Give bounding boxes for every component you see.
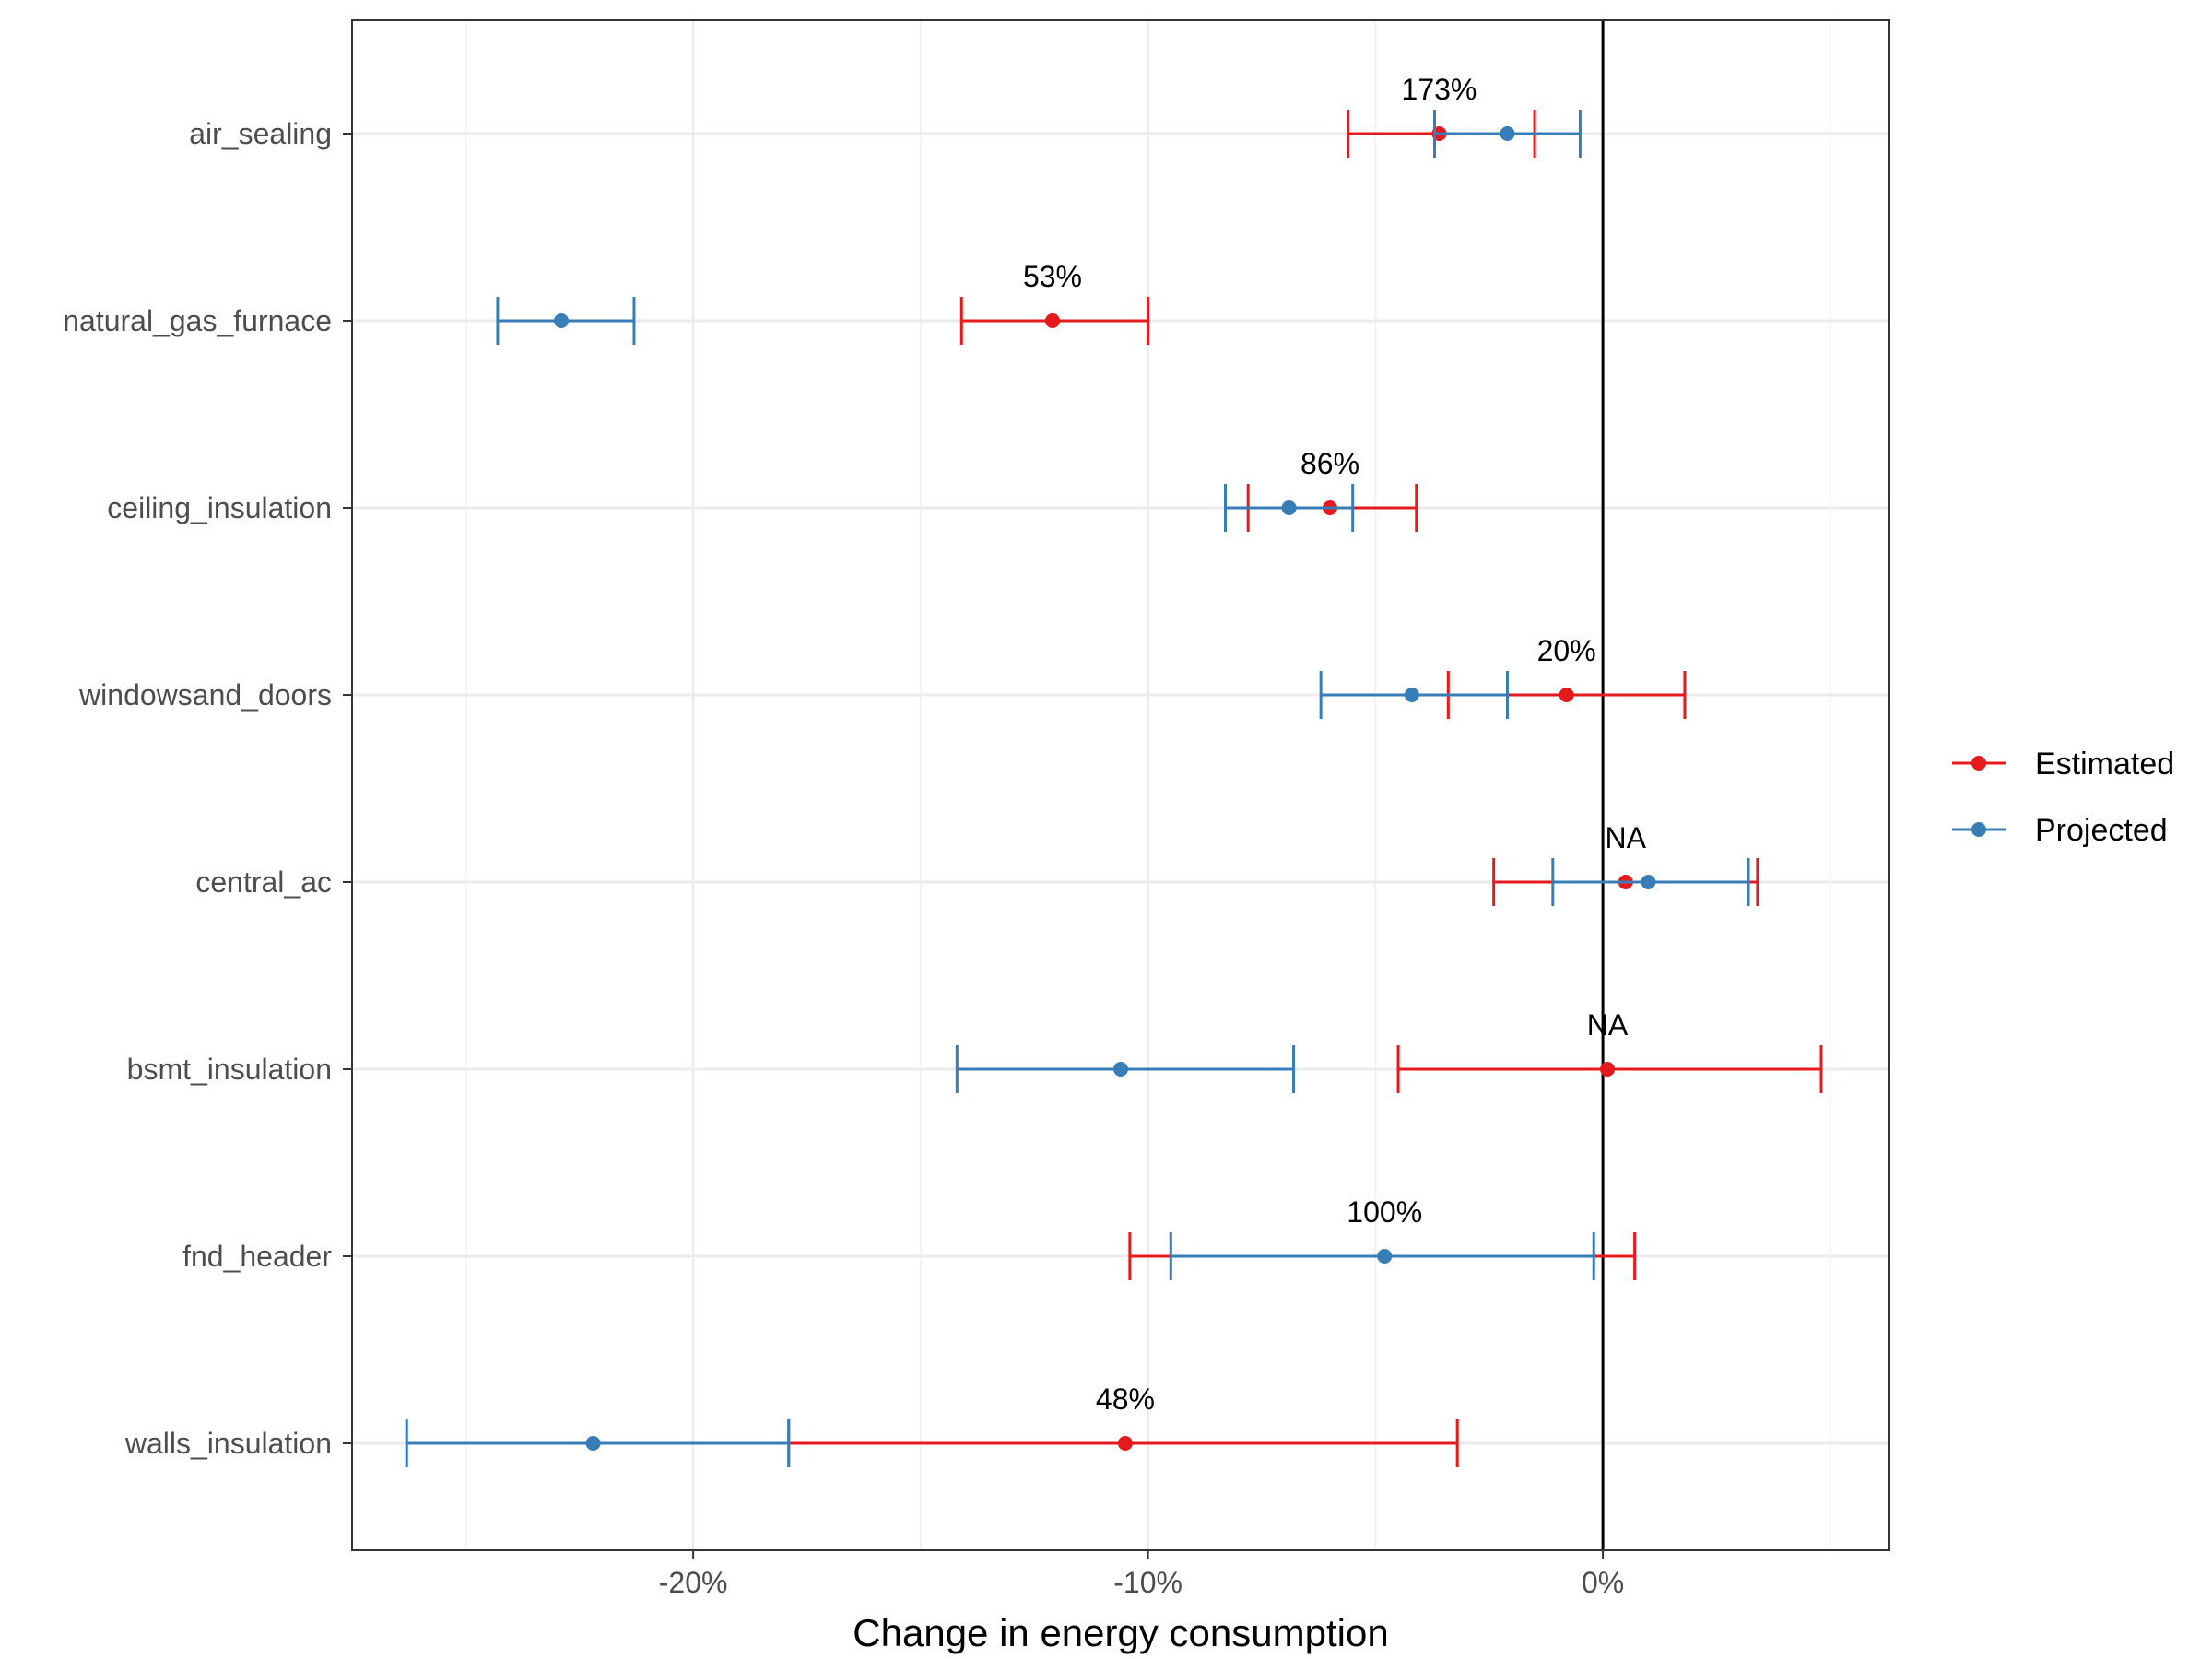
annotation-natural_gas_furnace: 53% [1023, 260, 1082, 293]
point-projected-ceiling_insulation [1281, 500, 1297, 515]
ytick-label-windowsand_doors: windowsand_doors [78, 678, 332, 712]
legend-item-estimated: Estimated [1952, 747, 2174, 782]
legend-key-point [1971, 822, 1986, 837]
xtick-label: -10% [1113, 1566, 1182, 1599]
point-estimated-windowsand_doors [1559, 688, 1574, 702]
annotation-windowsand_doors: 20% [1537, 634, 1596, 667]
point-projected-bsmt_insulation [1113, 1062, 1128, 1077]
x-axis-label: Change in energy consumption [853, 1611, 1388, 1654]
annotation-ceiling_insulation: 86% [1300, 447, 1359, 480]
point-projected-fnd_header [1377, 1249, 1393, 1264]
xtick-label: 0% [1582, 1566, 1624, 1599]
legend-label: Projected [2035, 813, 2168, 848]
point-estimated-natural_gas_furnace [1044, 313, 1060, 328]
ytick-label-fnd_header: fnd_header [182, 1240, 332, 1273]
plot-panel-border [351, 19, 1890, 1551]
x-axis-ticks: -20% -10% 0% [659, 1550, 1624, 1599]
point-estimated-bsmt_insulation [1600, 1062, 1616, 1077]
annotation-air_sealing: 173% [1402, 73, 1477, 106]
xtick-label: -20% [659, 1566, 728, 1599]
ytick-label-air_sealing: air_sealing [189, 117, 332, 150]
annotation-central_ac: NA [1606, 821, 1647, 854]
legend: Estimated Projected [1952, 747, 2174, 848]
ytick-label-ceiling_insulation: ceiling_insulation [107, 491, 332, 524]
y-axis-ticks: air_sealing natural_gas_furnace ceiling_in… [63, 117, 352, 1460]
point-estimated-walls_insulation [1117, 1436, 1133, 1451]
point-projected-walls_insulation [585, 1436, 601, 1451]
point-projected-central_ac [1641, 875, 1656, 889]
legend-item-projected: Projected [1952, 813, 2168, 848]
annotation-walls_insulation: 48% [1096, 1382, 1155, 1416]
annotations: 173% 53% 86% 20% NA NA 100% 48% [1023, 73, 1647, 1416]
annotation-bsmt_insulation: NA [1587, 1008, 1629, 1041]
error-bar-marks [405, 110, 1823, 1467]
point-projected-air_sealing [1500, 126, 1515, 141]
ytick-label-walls_insulation: walls_insulation [124, 1427, 332, 1460]
point-projected-windowsand_doors [1404, 688, 1419, 702]
annotation-fnd_header: 100% [1347, 1195, 1422, 1229]
legend-label: Estimated [2035, 747, 2174, 782]
point-projected-natural_gas_furnace [554, 313, 570, 328]
series-projected [405, 110, 1750, 1467]
ytick-label-bsmt_insulation: bsmt_insulation [127, 1053, 332, 1086]
ytick-label-central_ac: central_ac [195, 865, 332, 899]
ytick-label-natural_gas_furnace: natural_gas_furnace [63, 304, 332, 337]
legend-key-point [1971, 756, 1986, 771]
